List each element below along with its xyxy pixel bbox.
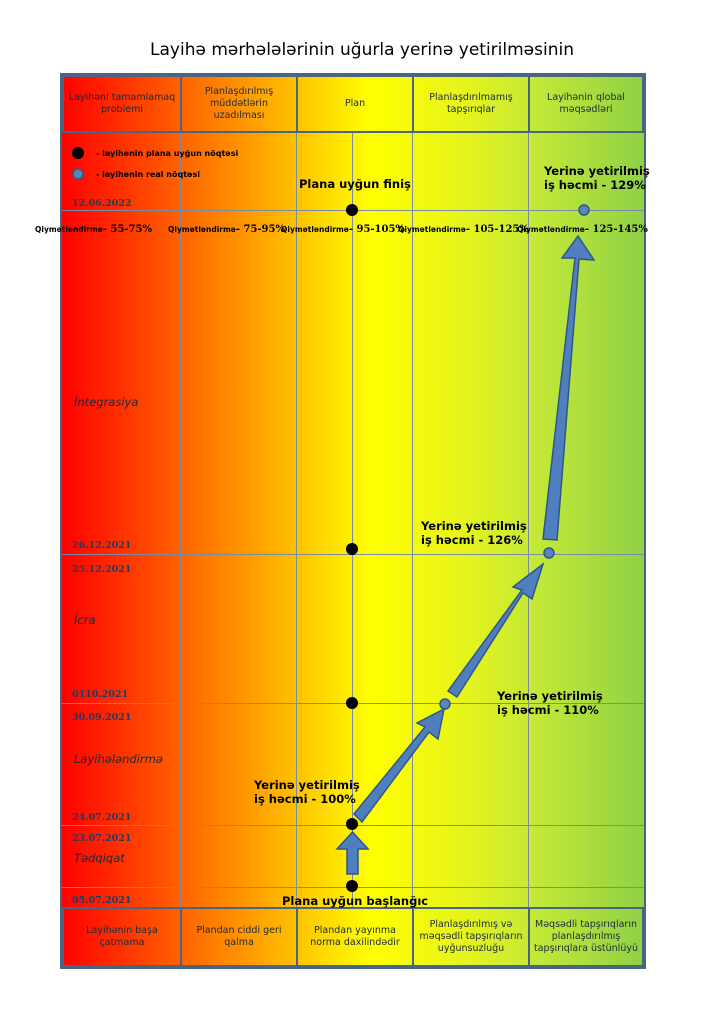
- grid-vline: [412, 133, 413, 907]
- arrow-to-110: [352, 707, 446, 824]
- finish-label: Plana uyğun finiş: [299, 177, 411, 191]
- rating-label: Qiymətləndirmə- 125-145%: [517, 224, 648, 235]
- rating-label: Qiymətləndirmə- 95-105%: [281, 224, 405, 235]
- header-cell-global-goals: Layihənin qlobal məqsədləri: [528, 75, 644, 133]
- grid-vline: [180, 133, 181, 907]
- date-label: 26.12.2021: [72, 540, 132, 551]
- plan-point: [346, 697, 358, 709]
- legend-plan-dot: [72, 147, 84, 159]
- work-volume-label-129: Yerinə yetirilmiş iş həcmi - 129%: [544, 164, 650, 193]
- phase-label-integration: İntegrasiya: [74, 395, 139, 409]
- legend-real-dot: [72, 168, 84, 180]
- start-label: Plana uyğun başlanğıc: [282, 894, 429, 908]
- work-volume-label-100: Yerinə yetirilmiş iş həcmi - 100%: [254, 778, 360, 807]
- real-point-129: [578, 204, 590, 216]
- rating-label: Qiymətləndirmə- 75-95%: [168, 224, 285, 235]
- date-label: 05.07.2021: [72, 895, 132, 906]
- page-title: Layihə mərhələlərinin uğurla yerinə yeti…: [150, 40, 574, 60]
- grid-vline-plan-axis: [352, 133, 353, 907]
- plan-point-start: [346, 880, 358, 892]
- plan-point: [346, 818, 358, 830]
- arrow-to-129: [542, 234, 596, 541]
- date-label: 23.07.2021: [72, 833, 132, 844]
- footer-cell-task-advantage: Məqsədli tapşırıqların planlaşdırılmış t…: [528, 907, 644, 967]
- arrow-start: [335, 830, 370, 875]
- real-point-126: [543, 547, 555, 559]
- date-label: 30.09.2021: [72, 712, 132, 723]
- date-label: 24.07.2021: [72, 812, 132, 823]
- real-point-110: [439, 698, 451, 710]
- rating-label: Qiymətləndirmə- 55-75%: [35, 224, 152, 235]
- legend-plan-point: - layihənin plana uyğun nöqtəsi: [96, 149, 239, 158]
- date-label: 0110.2021: [72, 689, 129, 700]
- arrow-to-126: [446, 561, 545, 699]
- grid-vline: [296, 133, 297, 907]
- rating-label: Qiymətləndirmə- 105-125%: [398, 224, 529, 235]
- phase-label-execution: İcra: [74, 613, 96, 627]
- grid-vline: [528, 133, 529, 907]
- plan-point-finish: [346, 204, 358, 216]
- date-label: 25.12.2021: [72, 564, 132, 575]
- phase-label-design: Layihələndirmə: [74, 752, 163, 766]
- date-label: 12.06.2022: [72, 198, 132, 209]
- phase-label-research: Tədqiqat: [74, 851, 125, 865]
- legend-real-point: - layihənin real nöqtəsi: [96, 170, 200, 179]
- plan-point: [346, 543, 358, 555]
- work-volume-label-110: Yerinə yetirilmiş iş həcmi - 110%: [497, 689, 603, 718]
- work-volume-label-126: Yerinə yetirilmiş iş həcmi - 126%: [421, 519, 527, 548]
